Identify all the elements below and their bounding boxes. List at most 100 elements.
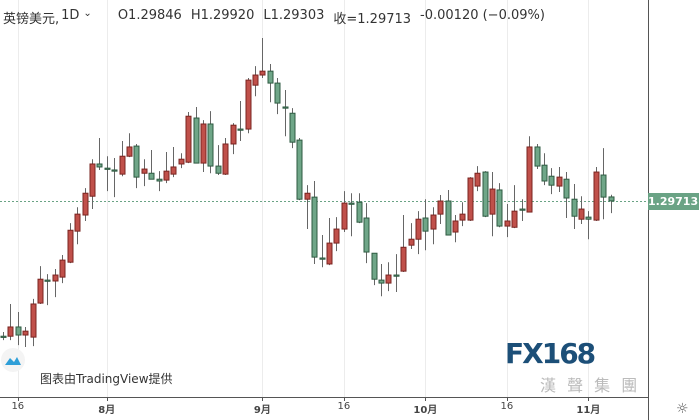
x-tick-label: 9月 bbox=[253, 405, 271, 416]
candle-body bbox=[252, 74, 259, 86]
x-tick-label: 16 bbox=[500, 401, 514, 412]
candle-body bbox=[89, 163, 96, 197]
candle-body bbox=[267, 70, 274, 84]
candle-body bbox=[237, 128, 244, 131]
candle-body bbox=[111, 169, 118, 172]
attribution-text[interactable]: 图表由TradingView提供 bbox=[40, 372, 173, 386]
candle-body bbox=[52, 274, 59, 282]
fx168-logo: FX168 bbox=[505, 337, 596, 370]
candle-body bbox=[119, 155, 126, 175]
x-tick-label: 16 bbox=[11, 401, 25, 412]
candle-body bbox=[207, 123, 214, 167]
candle-body bbox=[534, 146, 541, 167]
candle-body bbox=[319, 257, 326, 260]
candle-body bbox=[578, 208, 585, 220]
candle-body bbox=[482, 171, 489, 217]
candle-body bbox=[22, 330, 29, 336]
symbol-header: 英镑美元, 1D ⌄ O1.29846 H1.29920 L1.29303 收=… bbox=[3, 8, 554, 27]
interval[interactable]: 1D bbox=[61, 8, 80, 23]
candle-body bbox=[489, 188, 496, 215]
candle-body bbox=[511, 210, 518, 228]
candle-body bbox=[600, 174, 607, 198]
candle-body bbox=[393, 274, 400, 277]
symbol-name[interactable]: 英镑美元, bbox=[3, 12, 60, 27]
candle-body bbox=[608, 196, 615, 202]
candle-body bbox=[519, 208, 526, 211]
last-price-label: 1.29713 bbox=[648, 193, 699, 210]
candle-body bbox=[326, 242, 333, 265]
candle-body bbox=[15, 326, 22, 336]
candle-body bbox=[74, 213, 81, 232]
settings-gear-icon[interactable]: ☼ bbox=[676, 401, 689, 417]
change-value: -0.00120 (−0.09%) bbox=[420, 8, 545, 23]
candle-body bbox=[408, 238, 415, 246]
candle-body bbox=[371, 252, 378, 280]
close-value: 收=1.29713 bbox=[333, 12, 412, 27]
candle-body bbox=[415, 218, 422, 240]
candle-body bbox=[170, 166, 177, 175]
candle-body bbox=[193, 117, 200, 164]
candle-body bbox=[563, 178, 570, 199]
candle-body bbox=[496, 189, 503, 227]
candle-body bbox=[59, 259, 66, 278]
candle-body bbox=[274, 82, 281, 104]
candle-body bbox=[44, 279, 51, 282]
candle-body bbox=[185, 115, 192, 163]
x-tick-label: 10月 bbox=[413, 405, 438, 416]
candle-body bbox=[200, 123, 207, 164]
candle-body bbox=[504, 220, 511, 227]
candle-body bbox=[400, 246, 407, 272]
tradingview-cloud-icon bbox=[1, 348, 25, 372]
candle-body bbox=[104, 167, 111, 170]
candle-body bbox=[296, 139, 303, 200]
candle-body bbox=[156, 178, 163, 182]
candle-body bbox=[474, 172, 481, 187]
candle-body bbox=[289, 112, 296, 143]
chevron-down-icon[interactable]: ⌄ bbox=[83, 8, 92, 19]
candle-body bbox=[585, 216, 592, 220]
candle-body bbox=[163, 170, 170, 181]
candle-body bbox=[452, 220, 459, 233]
low-value: L1.29303 bbox=[263, 8, 325, 23]
candle-body bbox=[333, 228, 340, 244]
candle-body bbox=[311, 196, 318, 258]
candle-body bbox=[178, 158, 185, 165]
candle-body bbox=[356, 201, 363, 223]
candle-body bbox=[571, 198, 578, 217]
candle-body bbox=[96, 163, 103, 168]
candle-body bbox=[341, 202, 348, 230]
candle-body bbox=[593, 171, 600, 221]
candle-body bbox=[385, 274, 392, 284]
x-tick-label: 11月 bbox=[576, 405, 601, 416]
high-value: H1.29920 bbox=[190, 8, 255, 23]
candle-body bbox=[37, 278, 44, 304]
open-value: O1.29846 bbox=[117, 8, 182, 23]
candle-body bbox=[259, 70, 266, 76]
candle-body bbox=[126, 146, 133, 157]
tradingview-attribution[interactable] bbox=[0, 348, 25, 372]
fx168-subtitle: 漢 聲 集 團 bbox=[540, 376, 641, 395]
candle-body bbox=[459, 213, 466, 221]
candle-body bbox=[526, 146, 533, 213]
candle-body bbox=[437, 200, 444, 215]
x-tick-label: 8月 bbox=[98, 405, 116, 416]
candle-body bbox=[222, 143, 229, 175]
candle-body bbox=[0, 335, 7, 338]
candle-body bbox=[363, 217, 370, 253]
candle-body bbox=[141, 168, 148, 174]
candle-body bbox=[282, 106, 289, 109]
candle-body bbox=[548, 175, 555, 186]
candle-body bbox=[348, 202, 355, 205]
candle-body bbox=[7, 326, 14, 337]
candle-body bbox=[378, 279, 385, 284]
candle-body bbox=[215, 165, 222, 174]
candle-body bbox=[133, 145, 140, 178]
candle-body bbox=[82, 192, 89, 216]
x-tick-label: 16 bbox=[337, 401, 351, 412]
candle-body bbox=[430, 214, 437, 230]
candle-body bbox=[422, 217, 429, 232]
candle-body bbox=[304, 192, 311, 200]
candle-body bbox=[148, 172, 155, 180]
candle-body bbox=[67, 229, 74, 263]
